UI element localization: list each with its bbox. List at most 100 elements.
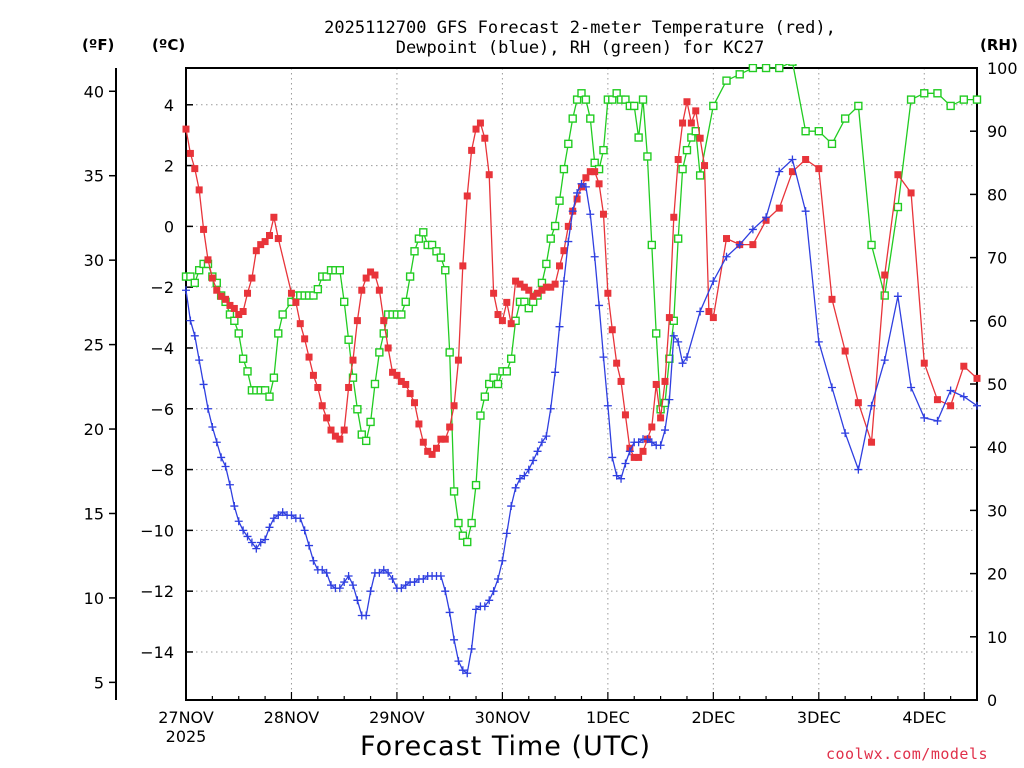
data-point-marker — [599, 353, 608, 362]
data-point-marker — [559, 164, 569, 174]
data-point-marker — [348, 581, 357, 590]
data-point-marker — [274, 511, 283, 520]
data-point-marker — [213, 286, 221, 294]
data-point-marker — [841, 347, 849, 355]
data-point-marker — [564, 237, 573, 246]
data-point-marker — [235, 311, 243, 319]
data-point-marker — [480, 392, 490, 401]
data-point-marker — [446, 423, 454, 431]
data-point-marker — [867, 401, 876, 410]
data-point-marker — [234, 517, 243, 526]
data-point-marker — [318, 402, 326, 410]
data-point-marker — [467, 644, 476, 653]
data-point-marker — [238, 354, 248, 363]
data-point-marker — [441, 435, 449, 443]
data-point-marker — [397, 377, 405, 385]
data-point-marker — [652, 380, 660, 388]
grid-lines — [186, 68, 977, 700]
data-point-marker — [476, 411, 485, 420]
data-point-marker — [269, 514, 278, 523]
data-point-marker — [546, 404, 555, 413]
data-point-marker — [581, 95, 591, 104]
data-point-marker — [270, 213, 278, 221]
data-point-marker — [590, 158, 599, 168]
celsius-tick-label: −6 — [150, 400, 174, 419]
data-point-marker — [358, 286, 366, 294]
data-point-marker — [375, 568, 384, 577]
data-point-marker — [485, 171, 493, 179]
rh-tick-label: 0 — [987, 691, 997, 710]
data-point-marker — [674, 337, 683, 346]
data-point-marker — [815, 165, 823, 173]
data-point-marker — [893, 292, 902, 301]
data-point-marker — [322, 272, 331, 281]
data-point-marker — [946, 101, 955, 111]
data-point-marker — [906, 95, 916, 104]
data-point-marker — [498, 317, 506, 325]
data-point-marker — [212, 438, 221, 447]
data-point-marker — [542, 432, 551, 441]
data-point-marker — [366, 417, 375, 427]
data-point-marker — [907, 189, 915, 197]
data-point-marker — [564, 222, 572, 230]
data-point-marker — [265, 523, 274, 532]
data-point-marker — [827, 383, 836, 392]
data-point-marker — [278, 508, 287, 517]
data-point-marker — [617, 474, 626, 483]
data-point-marker — [296, 514, 305, 523]
data-point-marker — [683, 98, 691, 106]
data-point-marker — [709, 277, 718, 286]
data-point-marker — [348, 373, 358, 382]
data-point-marker — [639, 447, 647, 455]
data-point-marker — [788, 155, 797, 164]
data-point-marker — [920, 359, 928, 367]
data-point-marker — [375, 348, 384, 357]
data-point-marker — [345, 383, 353, 391]
data-point-marker — [635, 453, 643, 461]
plot-frame — [185, 67, 978, 701]
data-point-marker — [261, 535, 270, 544]
data-point-marker — [389, 368, 397, 376]
series-dewpoint — [182, 155, 981, 678]
data-point-marker — [313, 285, 323, 294]
data-point-marker — [550, 221, 560, 231]
data-point-marker — [735, 240, 744, 249]
data-point-marker — [630, 453, 638, 461]
data-point-marker — [419, 438, 427, 446]
data-point-marker — [788, 168, 796, 176]
data-point-marker — [696, 307, 705, 316]
fahrenheit-tick-label: 20 — [84, 420, 104, 439]
data-point-marker — [243, 532, 252, 541]
data-point-marker — [590, 252, 599, 261]
data-point-marker — [450, 635, 459, 644]
data-point-marker — [507, 320, 515, 328]
data-point-marker — [252, 247, 260, 255]
chart-title-line-1: 2025112700 GFS Forecast 2-meter Temperat… — [324, 18, 836, 38]
data-point-marker — [503, 298, 511, 306]
data-point-marker — [468, 146, 476, 154]
data-point-marker — [419, 228, 428, 237]
data-point-marker — [362, 274, 370, 282]
data-point-marker — [296, 320, 304, 328]
data-point-marker — [678, 359, 687, 368]
x-tick-label: 2DEC — [691, 708, 735, 727]
data-point-marker — [687, 119, 695, 127]
data-point-marker — [748, 225, 757, 234]
data-point-marker — [947, 402, 955, 410]
celsius-tick-label: −8 — [150, 461, 174, 480]
data-point-marker — [353, 317, 361, 325]
data-point-marker — [301, 335, 309, 343]
data-point-marker — [533, 447, 542, 456]
data-point-marker — [564, 139, 573, 149]
x-axis-title: Forecast Time (UTC) — [360, 731, 652, 762]
x-tick-label: 3DEC — [797, 708, 841, 727]
data-point-marker — [481, 134, 489, 142]
data-series — [181, 64, 982, 678]
celsius-unit-label: (ºC) — [152, 36, 186, 54]
data-point-marker — [647, 240, 657, 250]
source-credit: coolwx.com/models — [826, 745, 989, 763]
data-point-marker — [472, 605, 481, 614]
data-point-marker — [679, 119, 687, 127]
data-point-marker — [555, 322, 564, 331]
